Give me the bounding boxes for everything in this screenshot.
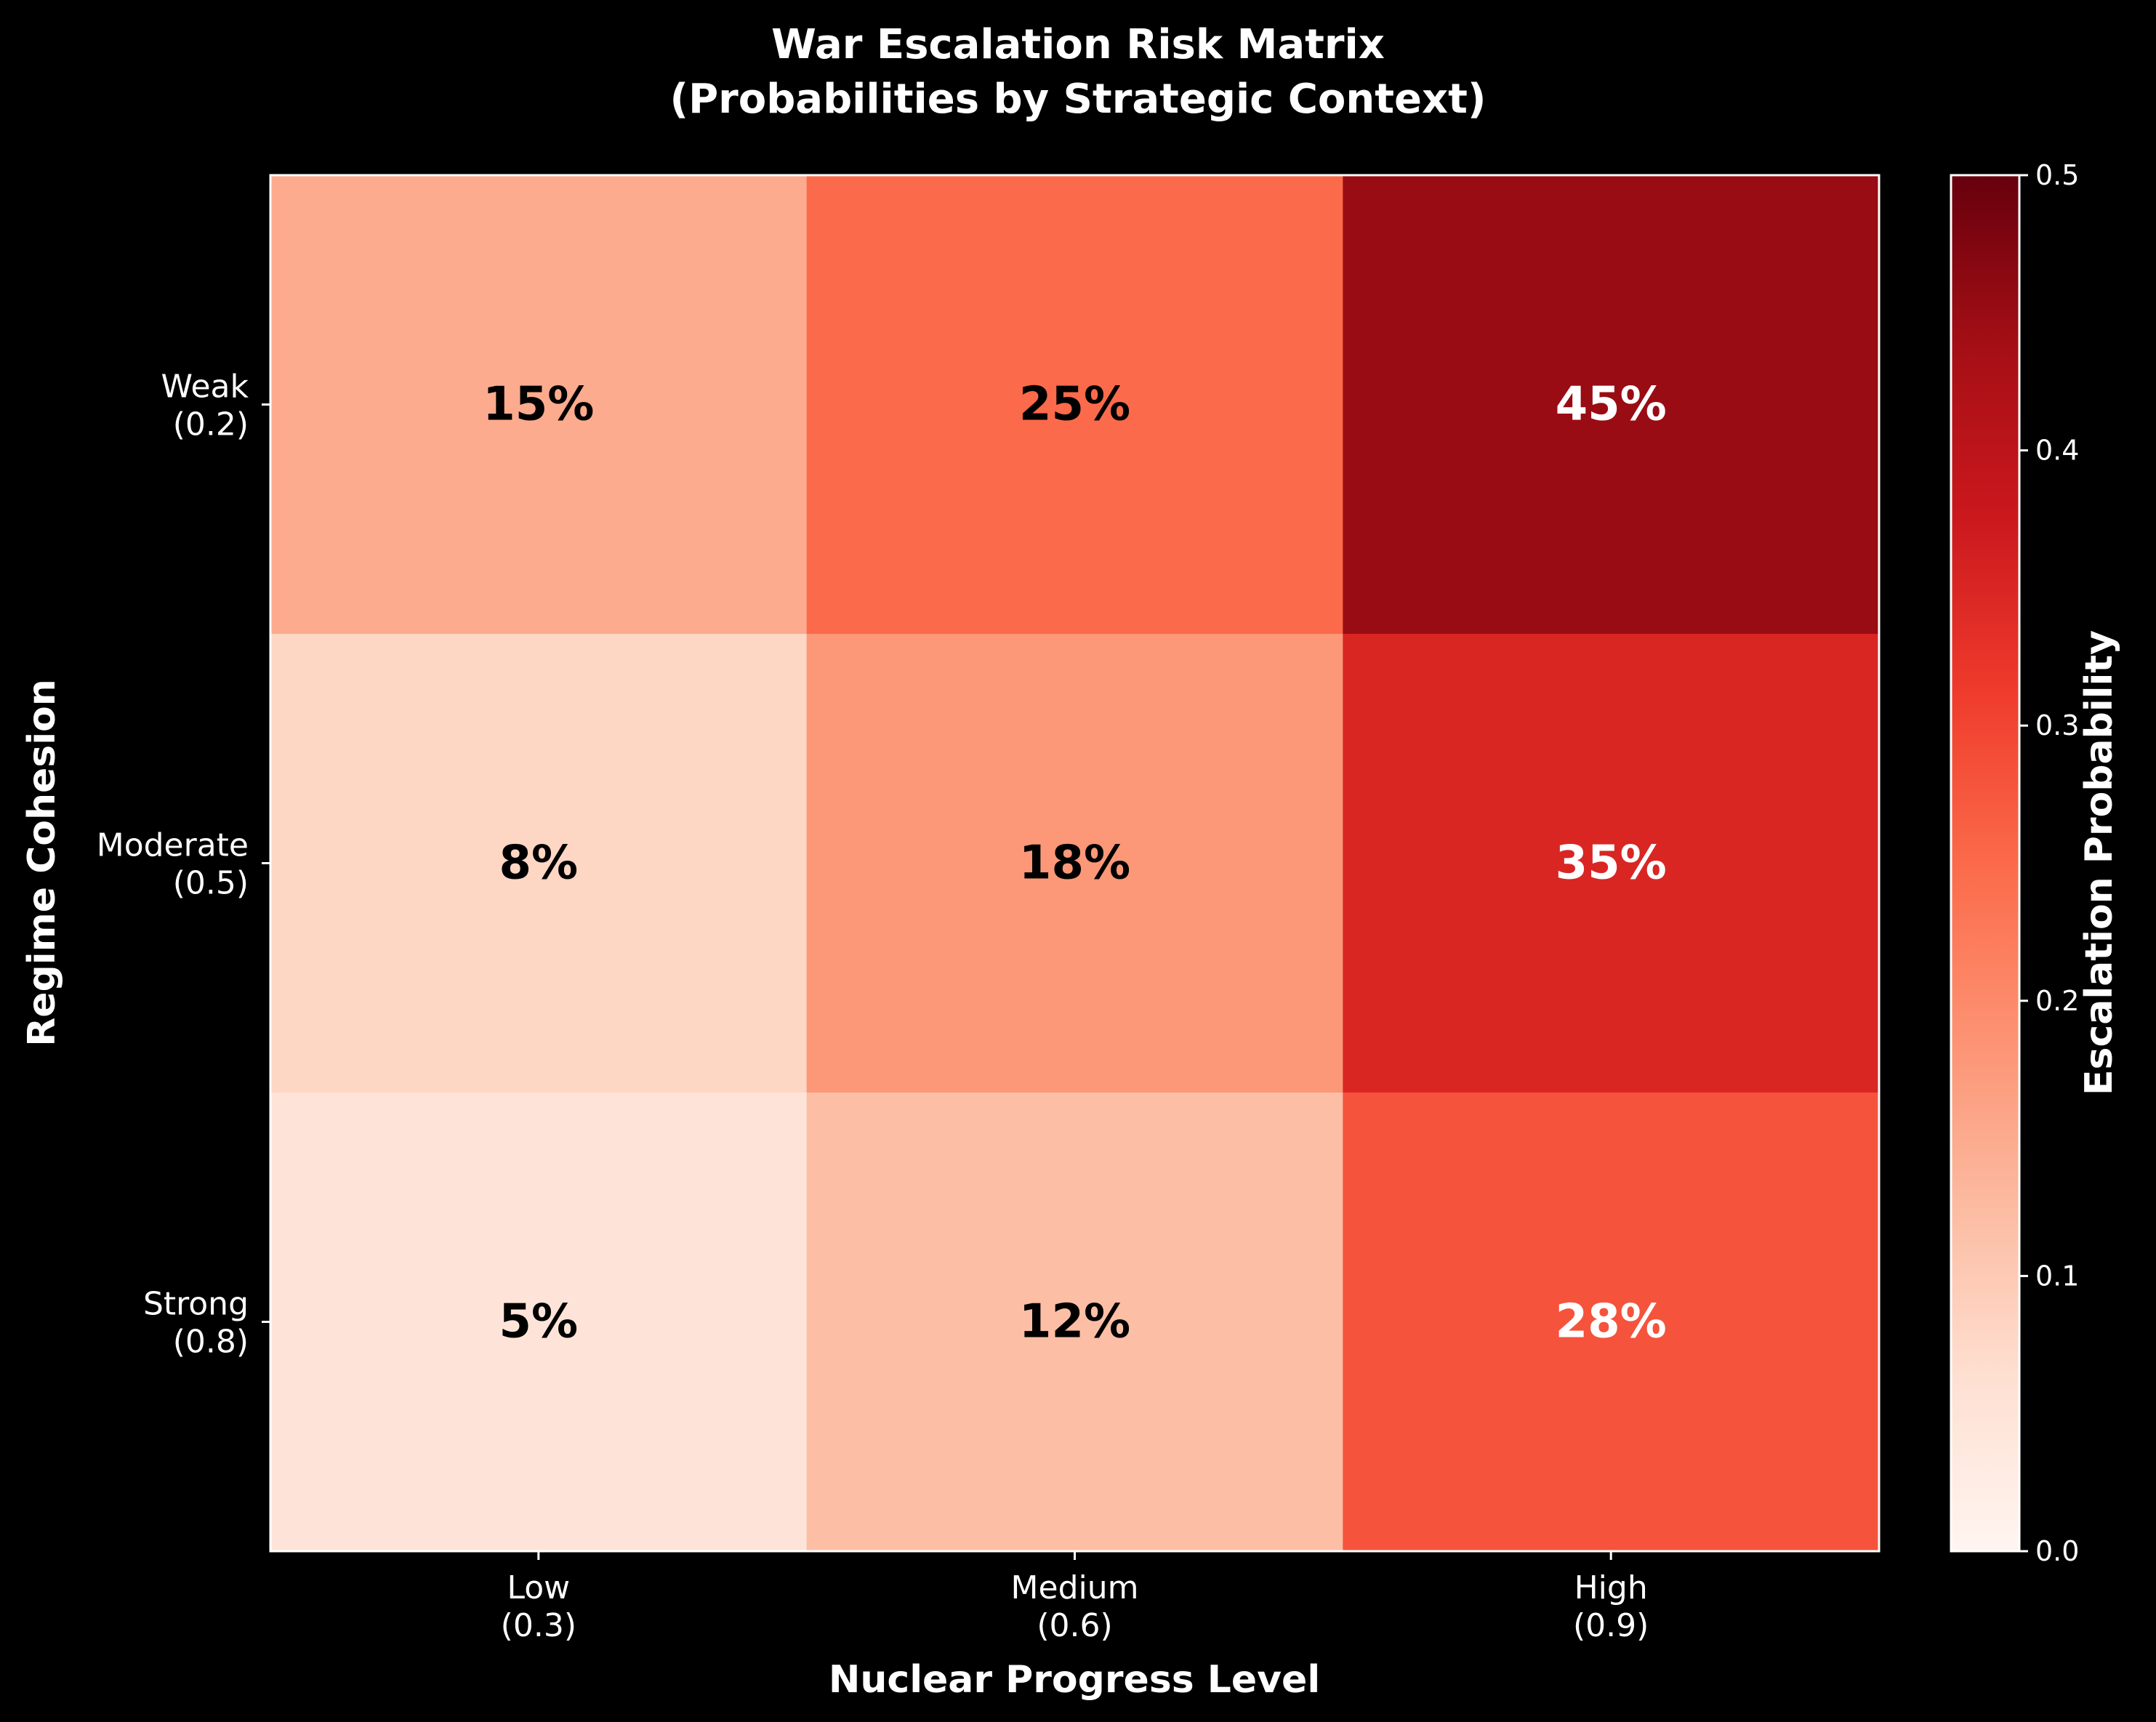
chart-title-line-1: War Escalation Risk Matrix — [771, 21, 1385, 68]
cell-value-label: 25% — [1019, 378, 1130, 432]
colorbar-ticks: 0.0 0.1 0.2 0.3 0.4 0.5 — [2019, 159, 2079, 1567]
colorbar-tick-label: 0.3 — [2035, 709, 2079, 741]
heatmap-cell — [270, 634, 808, 1093]
cell-value-label: 18% — [1019, 837, 1130, 890]
colorbar — [1950, 174, 2021, 1553]
cell-value-label: 8% — [499, 837, 579, 890]
heatmap-cells — [270, 175, 1880, 1552]
x-tick-label: High — [1574, 1569, 1648, 1606]
heatmap-cell — [806, 634, 1343, 1093]
heatmap-cell — [1343, 634, 1880, 1093]
colorbar-tick-label: 0.1 — [2035, 1260, 2079, 1292]
x-tick-label: (0.3) — [501, 1607, 576, 1644]
x-tick-label: (0.6) — [1037, 1607, 1112, 1644]
cell-value-label: 5% — [499, 1295, 579, 1349]
cell-value-label: 35% — [1556, 837, 1667, 890]
y-axis-label: Regime Cohesion — [20, 679, 64, 1047]
x-tick-label: Low — [507, 1569, 571, 1606]
chart-title-line-2: (Probabilities by Strategic Context) — [669, 76, 1486, 123]
y-tick-label: Moderate — [97, 827, 249, 864]
x-tick-label: Medium — [1011, 1569, 1139, 1606]
cell-value-label: 28% — [1556, 1295, 1667, 1349]
y-axis-ticks: Weak(0.2) Moderate(0.5) Strong(0.8) — [97, 369, 270, 1361]
colorbar-label: Escalation Probability — [2077, 630, 2121, 1095]
heatmap-cell-labels: 15% 25% 45% 8% 18% 35% 5% 12% 28% — [483, 378, 1667, 1349]
y-tick-label: (0.5) — [173, 865, 249, 902]
y-tick-label: Weak — [161, 369, 249, 406]
cell-value-label: 45% — [1556, 378, 1667, 432]
heatmap-cell — [1343, 175, 1880, 635]
heatmap-cell — [806, 175, 1343, 635]
heatmap-cell — [806, 1093, 1343, 1552]
colorbar-tick-label: 0.5 — [2035, 159, 2079, 191]
heatmap-cell — [270, 1093, 808, 1552]
x-tick-label: (0.9) — [1573, 1607, 1649, 1644]
x-axis-label: Nuclear Progress Level — [829, 1658, 1320, 1702]
colorbar-tick-label: 0.2 — [2035, 985, 2079, 1017]
colorbar-tick-label: 0.4 — [2035, 435, 2079, 467]
y-tick-label: Strong — [143, 1286, 249, 1323]
colorbar-tick-label: 0.0 — [2035, 1535, 2079, 1567]
y-tick-label: (0.2) — [173, 406, 249, 443]
cell-value-label: 15% — [483, 378, 594, 432]
y-tick-label: (0.8) — [173, 1324, 249, 1361]
heatmap-cell — [1343, 1093, 1880, 1552]
heatmap-cell — [270, 175, 808, 635]
cell-value-label: 12% — [1019, 1295, 1130, 1349]
x-axis-ticks: Low(0.3) Medium(0.6) High(0.9) — [501, 1551, 1649, 1644]
